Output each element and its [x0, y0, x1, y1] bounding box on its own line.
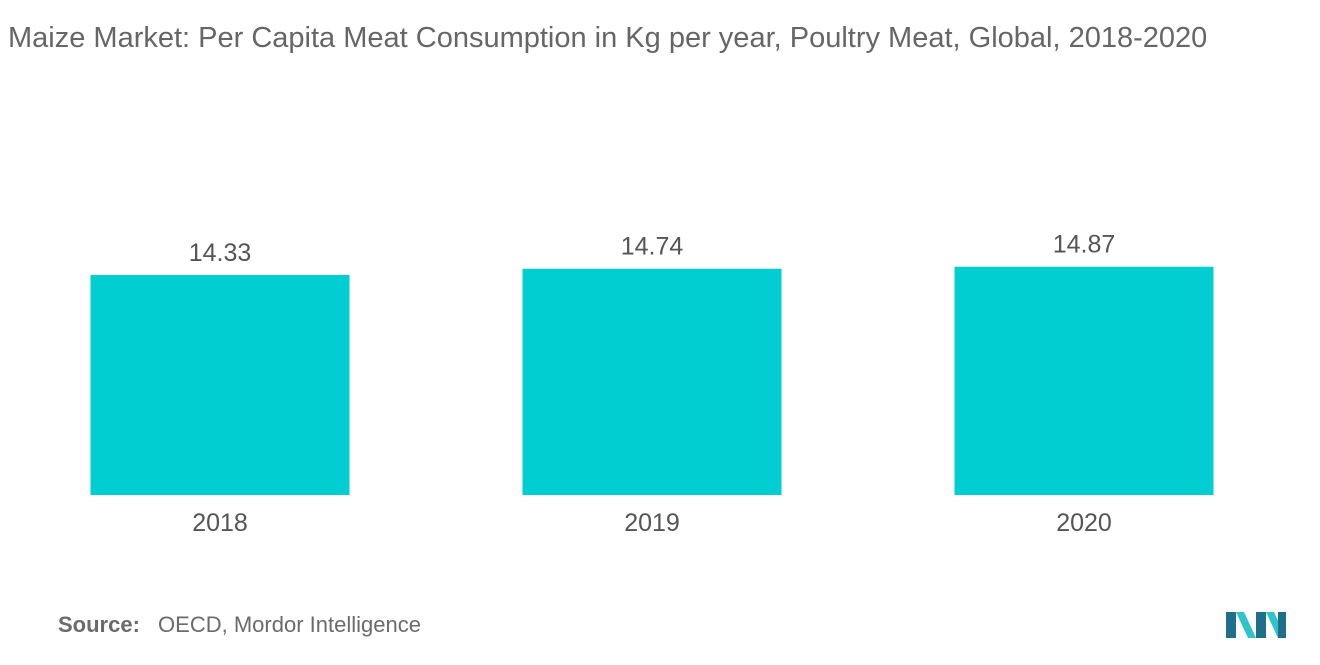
bars-group — [90, 266, 1214, 495]
bar-2019 — [522, 268, 782, 495]
data-label-2019: 14.74 — [621, 233, 684, 261]
source-note: Source: OECD, Mordor Intelligence — [58, 612, 421, 638]
source-text: OECD, Mordor Intelligence — [158, 612, 421, 637]
chart-title: Maize Market: Per Capita Meat Consumptio… — [8, 22, 1208, 54]
x-axis-labels-group: 2018 2019 2020 — [192, 509, 1112, 537]
x-tick-label-2019: 2019 — [624, 509, 680, 537]
source-label: Source: — [58, 612, 140, 637]
value-labels-group: 14.33 14.74 14.87 — [189, 231, 1116, 267]
mordor-intelligence-logo-icon — [1226, 604, 1288, 645]
bar-2020 — [954, 266, 1214, 495]
bar-2018 — [90, 275, 350, 495]
x-tick-label-2018: 2018 — [192, 509, 248, 537]
data-label-2018: 14.33 — [189, 239, 252, 267]
data-label-2020: 14.87 — [1053, 231, 1116, 259]
x-tick-label-2020: 2020 — [1056, 509, 1112, 537]
